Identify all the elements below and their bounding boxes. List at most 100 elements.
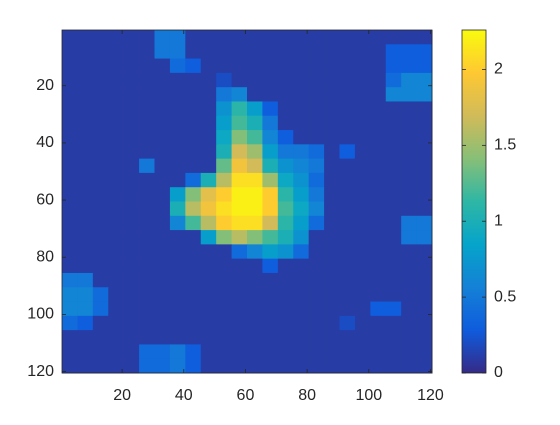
- cell: [324, 158, 340, 174]
- cell: [308, 187, 325, 202]
- cell: [185, 87, 202, 102]
- cell: [92, 115, 109, 131]
- cell: [262, 130, 279, 145]
- cell: [92, 201, 109, 217]
- cell: [293, 258, 310, 274]
- cell: [154, 101, 171, 117]
- cell: [77, 344, 94, 360]
- cell: [154, 315, 171, 331]
- cell: [216, 172, 233, 188]
- cell: [154, 272, 171, 288]
- cell: [200, 115, 217, 131]
- cell: [247, 58, 263, 74]
- cell: [262, 272, 279, 288]
- cell: [231, 144, 248, 160]
- cell: [416, 187, 433, 202]
- cell: [154, 30, 171, 45]
- cell: [370, 101, 387, 117]
- cell: [416, 58, 433, 74]
- cell: [92, 101, 109, 117]
- cell: [247, 358, 263, 374]
- cell: [169, 44, 186, 60]
- cell: [370, 58, 387, 74]
- cell: [416, 158, 433, 174]
- cell: [247, 144, 263, 160]
- cell: [216, 258, 233, 274]
- cell: [262, 215, 279, 231]
- cell: [370, 215, 387, 231]
- cell: [92, 215, 109, 231]
- cell: [123, 72, 140, 88]
- cell: [231, 287, 248, 303]
- cell: [92, 258, 109, 274]
- cell: [231, 330, 248, 345]
- cell: [216, 87, 233, 102]
- cell: [77, 30, 94, 45]
- cell: [154, 344, 171, 360]
- cell: [200, 201, 217, 217]
- cell: [169, 230, 186, 245]
- cell: [385, 115, 402, 131]
- cell: [308, 344, 325, 360]
- cell: [339, 201, 356, 217]
- cell: [385, 315, 402, 331]
- cell: [231, 344, 248, 360]
- cell: [293, 287, 310, 303]
- cell: [385, 187, 402, 202]
- cell: [354, 301, 371, 317]
- cell: [92, 272, 109, 288]
- cell: [354, 144, 371, 160]
- cell: [308, 230, 325, 245]
- cell: [139, 258, 155, 274]
- cell: [231, 172, 248, 188]
- cell: [339, 158, 356, 174]
- cell: [416, 344, 433, 360]
- cell: [247, 344, 263, 360]
- cell: [339, 215, 356, 231]
- cell: [247, 287, 263, 303]
- cell: [293, 230, 310, 245]
- cell: [185, 358, 202, 374]
- cell: [154, 172, 171, 188]
- cell: [77, 72, 94, 88]
- cell: [385, 258, 402, 274]
- cell: [247, 330, 263, 345]
- cell: [108, 58, 125, 74]
- cell: [200, 58, 217, 74]
- cell: [200, 101, 217, 117]
- cell: [324, 130, 340, 145]
- cell: [262, 230, 279, 245]
- cell: [216, 344, 233, 360]
- cell: [231, 315, 248, 331]
- cell: [62, 230, 78, 245]
- x-tick-label: 60: [237, 387, 255, 404]
- cell: [339, 358, 356, 374]
- cell: [123, 215, 140, 231]
- cell: [401, 258, 418, 274]
- cell: [308, 30, 325, 45]
- cell: [416, 287, 433, 303]
- cell: [262, 72, 279, 88]
- cell: [354, 130, 371, 145]
- cell: [123, 287, 140, 303]
- cell: [293, 201, 310, 217]
- cell: [293, 215, 310, 231]
- cell: [77, 358, 94, 374]
- cell: [277, 201, 294, 217]
- cell: [154, 358, 171, 374]
- cell: [154, 301, 171, 317]
- cell: [216, 315, 233, 331]
- cell: [123, 201, 140, 217]
- cell: [370, 358, 387, 374]
- cell: [324, 58, 340, 74]
- cell: [401, 215, 418, 231]
- cell: [123, 44, 140, 60]
- cell: [247, 187, 263, 202]
- cell: [401, 144, 418, 160]
- cell: [108, 101, 125, 117]
- cell: [308, 330, 325, 345]
- cell: [154, 244, 171, 260]
- cell: [308, 130, 325, 145]
- cell: [154, 187, 171, 202]
- cell: [416, 272, 433, 288]
